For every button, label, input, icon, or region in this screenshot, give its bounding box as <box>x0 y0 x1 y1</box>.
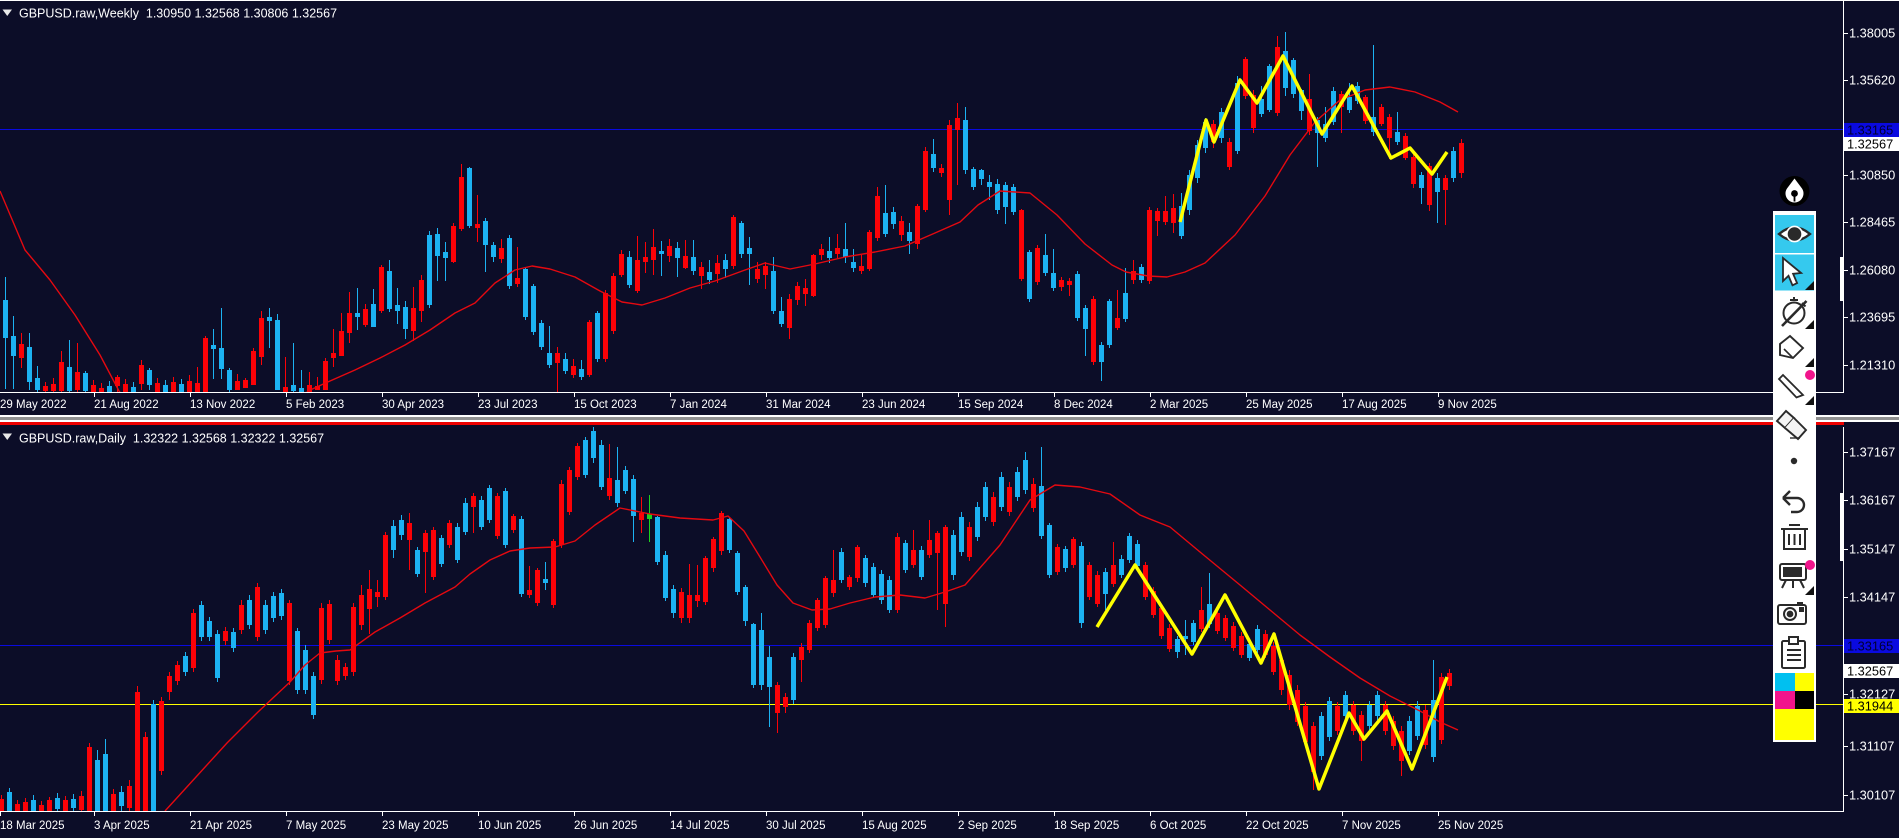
svg-text:1.35620: 1.35620 <box>1849 73 1895 88</box>
svg-text:1.31944: 1.31944 <box>1847 699 1893 714</box>
svg-text:1.38005: 1.38005 <box>1849 26 1895 41</box>
svg-text:25 Nov 2025: 25 Nov 2025 <box>1438 820 1503 832</box>
svg-text:1.34147: 1.34147 <box>1849 590 1895 605</box>
svg-text:8 Dec 2024: 8 Dec 2024 <box>1054 399 1113 411</box>
svg-text:26 Jun 2025: 26 Jun 2025 <box>574 820 637 832</box>
svg-text:1.26080: 1.26080 <box>1849 263 1895 278</box>
svg-text:21 Aug 2022: 21 Aug 2022 <box>94 399 159 411</box>
svg-text:7 Jan 2024: 7 Jan 2024 <box>670 399 728 411</box>
svg-text:1.30850: 1.30850 <box>1849 168 1895 183</box>
svg-text:30 Jul 2025: 30 Jul 2025 <box>766 820 825 832</box>
svg-text:1.35147: 1.35147 <box>1849 542 1895 557</box>
svg-text:29 May 2022: 29 May 2022 <box>0 399 67 411</box>
svg-text:3 Apr 2025: 3 Apr 2025 <box>94 820 150 832</box>
svg-text:6 Oct 2025: 6 Oct 2025 <box>1150 820 1206 832</box>
svg-text:1.23695: 1.23695 <box>1849 310 1895 325</box>
svg-text:1.32567: 1.32567 <box>1847 137 1893 152</box>
svg-text:1.33165: 1.33165 <box>1847 639 1893 654</box>
svg-text:7 Nov 2025: 7 Nov 2025 <box>1342 820 1401 832</box>
svg-text:1.37167: 1.37167 <box>1849 445 1895 460</box>
svg-text:18 Sep 2025: 18 Sep 2025 <box>1054 820 1119 832</box>
svg-text:15 Aug 2025: 15 Aug 2025 <box>862 820 927 832</box>
svg-text:30 Apr 2023: 30 Apr 2023 <box>382 399 444 411</box>
svg-text:25 May 2025: 25 May 2025 <box>1246 399 1313 411</box>
svg-text:23 Jun 2024: 23 Jun 2024 <box>862 399 926 411</box>
svg-text:1.30107: 1.30107 <box>1849 788 1895 803</box>
svg-text:10 Jun 2025: 10 Jun 2025 <box>478 820 541 832</box>
svg-text:13 Nov 2022: 13 Nov 2022 <box>190 399 255 411</box>
svg-text:9 Nov 2025: 9 Nov 2025 <box>1438 399 1497 411</box>
svg-text:2 Mar 2025: 2 Mar 2025 <box>1150 399 1208 411</box>
svg-text:1.31107: 1.31107 <box>1849 739 1894 754</box>
svg-text:1.28465: 1.28465 <box>1849 215 1895 230</box>
svg-text:23 May 2025: 23 May 2025 <box>382 820 449 832</box>
svg-text:18 Mar 2025: 18 Mar 2025 <box>0 820 65 832</box>
svg-text:1.33165: 1.33165 <box>1847 123 1893 138</box>
svg-text:15 Sep 2024: 15 Sep 2024 <box>958 399 1024 411</box>
svg-text:1.21310: 1.21310 <box>1849 358 1895 373</box>
svg-text:1.32567: 1.32567 <box>1847 664 1893 679</box>
svg-text:7 May 2025: 7 May 2025 <box>286 820 346 832</box>
svg-text:GBPUSD.raw,Daily 1.32322 1.32: GBPUSD.raw,Daily 1.32322 1.32568 1.32322… <box>19 432 324 446</box>
svg-text:GBPUSD.raw,Weekly 1.30950 1.3: GBPUSD.raw,Weekly 1.30950 1.32568 1.3080… <box>19 7 337 21</box>
svg-text:1.32127: 1.32127 <box>1849 687 1895 702</box>
svg-text:22 Oct 2025: 22 Oct 2025 <box>1246 820 1309 832</box>
svg-text:1.36167: 1.36167 <box>1849 493 1895 508</box>
svg-text:14 Jul 2025: 14 Jul 2025 <box>670 820 729 832</box>
svg-text:21 Apr 2025: 21 Apr 2025 <box>190 820 252 832</box>
svg-text:15 Oct 2023: 15 Oct 2023 <box>574 399 637 411</box>
svg-text:31 Mar 2024: 31 Mar 2024 <box>766 399 831 411</box>
svg-text:2 Sep 2025: 2 Sep 2025 <box>958 820 1017 832</box>
svg-text:23 Jul 2023: 23 Jul 2023 <box>478 399 537 411</box>
svg-text:17 Aug 2025: 17 Aug 2025 <box>1342 399 1407 411</box>
svg-text:5 Feb 2023: 5 Feb 2023 <box>286 399 344 411</box>
